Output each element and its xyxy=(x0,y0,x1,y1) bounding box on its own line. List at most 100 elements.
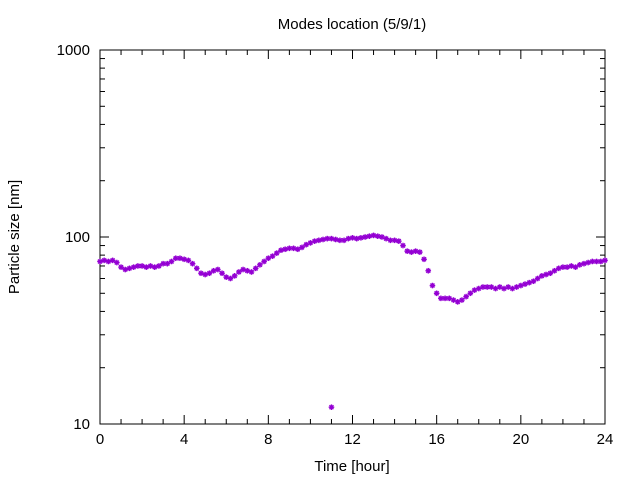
data-point xyxy=(219,270,225,277)
data-point xyxy=(206,270,213,277)
data-point xyxy=(236,269,242,275)
data-point xyxy=(114,259,120,266)
data-point xyxy=(101,257,108,264)
data-point xyxy=(160,260,166,267)
data-point xyxy=(429,282,436,289)
data-point xyxy=(589,258,596,265)
data-point xyxy=(278,247,284,253)
data-point xyxy=(105,258,112,265)
data-point xyxy=(311,238,318,244)
data-point xyxy=(391,237,398,244)
data-point xyxy=(450,297,457,303)
data-point xyxy=(358,235,364,241)
data-point xyxy=(257,262,263,268)
data-point xyxy=(122,266,129,273)
data-point xyxy=(177,255,183,262)
data-point xyxy=(576,262,583,268)
x-tick-label: 20 xyxy=(512,431,529,448)
data-point xyxy=(189,260,196,267)
data-point xyxy=(109,257,116,264)
data-point xyxy=(240,266,246,273)
data-point xyxy=(261,258,267,265)
data-point xyxy=(135,263,141,269)
data-point xyxy=(459,297,465,303)
data-point xyxy=(404,248,411,254)
data-point xyxy=(383,235,389,242)
data-point xyxy=(551,267,558,274)
data-point xyxy=(417,249,423,255)
data-point xyxy=(294,246,301,253)
data-point xyxy=(568,263,575,269)
data-point xyxy=(181,256,187,263)
x-tick-label: 12 xyxy=(344,431,361,448)
data-point xyxy=(345,235,352,242)
data-point xyxy=(307,240,314,246)
chart-title: Modes location (5/9/1) xyxy=(278,16,426,33)
y-tick-label: 100 xyxy=(65,229,90,246)
data-point xyxy=(156,263,162,269)
data-point xyxy=(547,270,554,277)
data-point xyxy=(143,264,150,270)
data-point xyxy=(484,284,490,290)
data-point xyxy=(130,264,137,270)
data-point xyxy=(366,233,373,239)
data-point xyxy=(539,273,545,279)
axis-ticks xyxy=(99,49,606,425)
data-point xyxy=(248,269,255,275)
tick-labels: 0 4 8 12 16 20 24 10 100 1000 xyxy=(57,42,614,448)
data-point xyxy=(597,258,604,265)
data-point xyxy=(139,263,145,269)
data-point xyxy=(526,279,533,286)
data-point xyxy=(202,271,209,278)
data-point xyxy=(492,285,499,292)
data-point xyxy=(303,241,310,248)
data-point xyxy=(168,258,175,265)
data-point xyxy=(467,290,474,297)
data-point xyxy=(509,285,516,292)
data-point xyxy=(97,258,103,265)
data-point xyxy=(282,246,288,253)
data-point xyxy=(555,265,562,272)
data-point xyxy=(198,270,204,277)
data-point xyxy=(118,264,124,270)
data-point xyxy=(471,287,478,293)
data-point xyxy=(320,236,326,243)
data-point xyxy=(496,284,503,290)
data-point xyxy=(210,267,217,274)
data-point xyxy=(215,266,221,273)
data-point xyxy=(244,267,251,274)
data-point xyxy=(433,290,440,297)
data-point xyxy=(252,265,259,272)
data-point xyxy=(341,237,347,244)
data-point xyxy=(374,233,381,239)
data-point xyxy=(328,404,335,410)
data-point xyxy=(408,249,415,255)
data-point xyxy=(442,295,448,302)
data-point xyxy=(395,238,402,244)
data-point xyxy=(332,236,339,243)
x-tick-label: 4 xyxy=(180,431,188,448)
data-point xyxy=(581,260,587,267)
data-point xyxy=(362,234,368,240)
x-tick-label: 16 xyxy=(428,431,445,448)
x-tick-label: 8 xyxy=(264,431,272,448)
data-point xyxy=(446,295,453,302)
data-point xyxy=(400,242,406,249)
data-point xyxy=(370,232,377,239)
data-point xyxy=(299,244,305,251)
data-point xyxy=(316,237,322,244)
data-point xyxy=(412,248,419,254)
data-point xyxy=(463,293,469,300)
data-point xyxy=(602,257,608,264)
data-point xyxy=(480,284,486,290)
data-point xyxy=(231,273,238,279)
data-point xyxy=(223,274,230,280)
data-point xyxy=(530,278,537,285)
data-point xyxy=(227,275,234,282)
data-point xyxy=(572,264,579,270)
y-axis-label: Particle size [nm] xyxy=(6,180,23,294)
data-point xyxy=(273,250,280,256)
data-point xyxy=(543,271,549,278)
data-point xyxy=(488,284,495,290)
